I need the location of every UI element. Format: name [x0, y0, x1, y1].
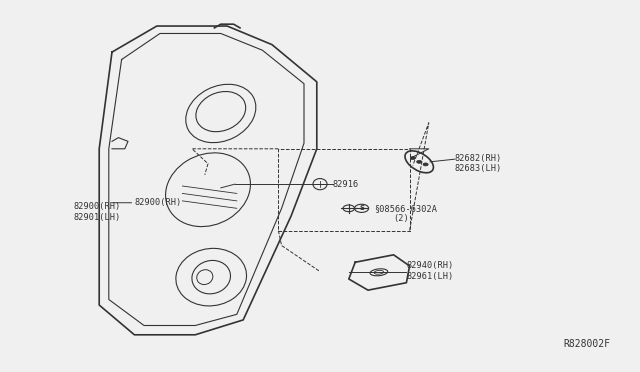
Ellipse shape	[410, 157, 415, 160]
Text: 82961(LH): 82961(LH)	[406, 272, 454, 280]
Text: (2): (2)	[394, 214, 410, 223]
Text: 82901(LH): 82901(LH)	[74, 213, 121, 222]
Text: 82916: 82916	[333, 180, 359, 189]
Text: §08566-6302A: §08566-6302A	[374, 204, 437, 213]
Text: 82682(RH): 82682(RH)	[454, 154, 502, 163]
Text: 82900(RH): 82900(RH)	[134, 198, 182, 207]
Ellipse shape	[423, 163, 428, 166]
Ellipse shape	[417, 160, 422, 163]
Text: R828002F: R828002F	[563, 339, 610, 349]
Text: 82940(RH): 82940(RH)	[406, 262, 454, 270]
Text: 82683(LH): 82683(LH)	[454, 164, 502, 173]
Text: 82900(RH): 82900(RH)	[74, 202, 121, 211]
Text: S: S	[359, 205, 364, 211]
